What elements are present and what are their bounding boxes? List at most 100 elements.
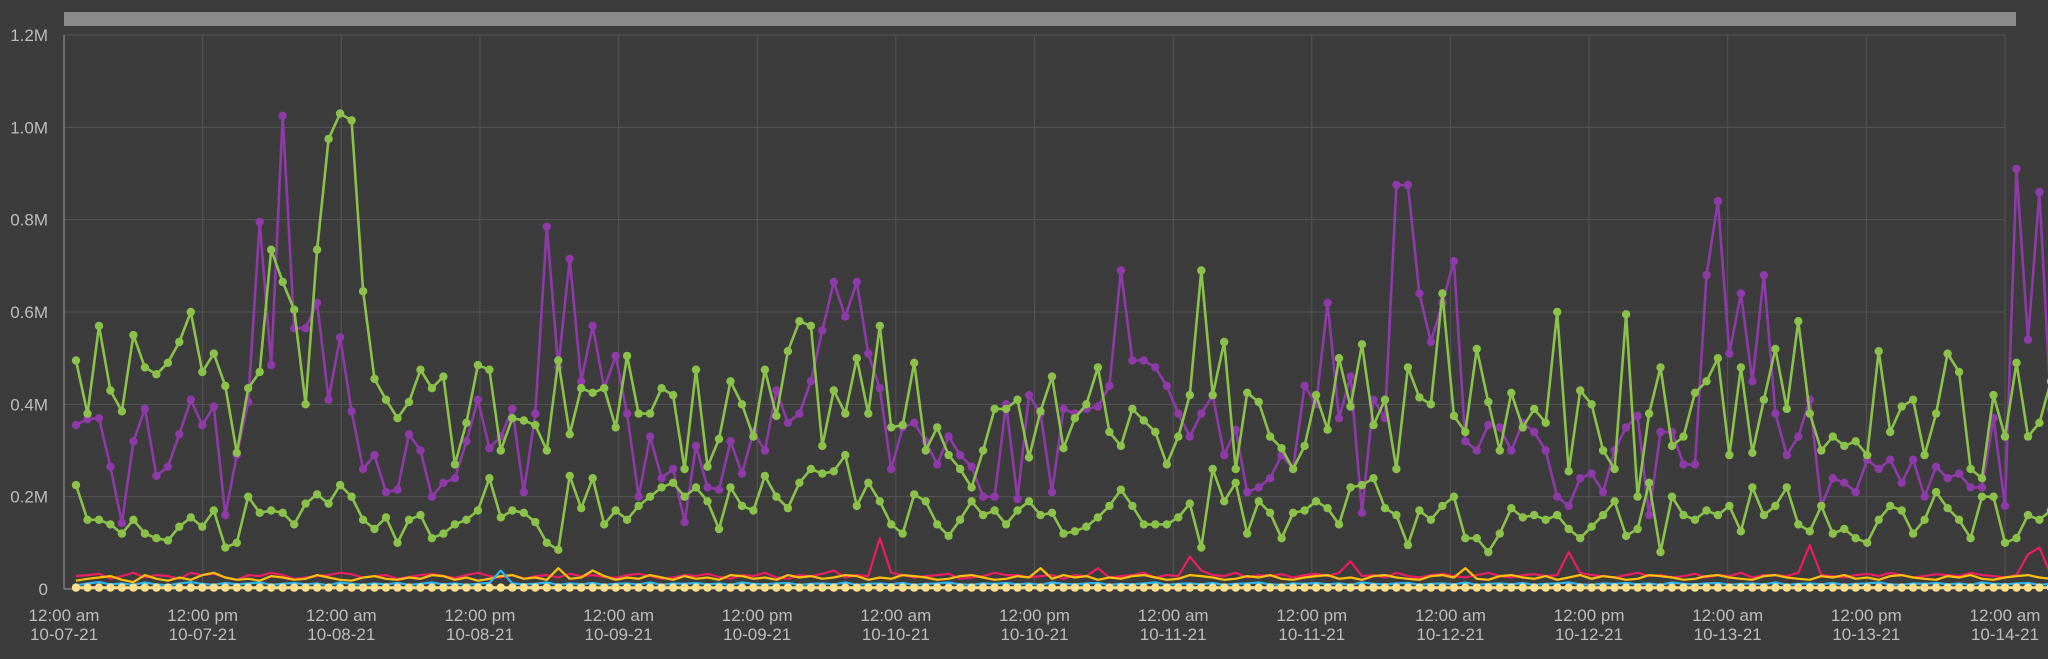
data-point[interactable] [1484, 547, 1493, 557]
data-point[interactable] [324, 583, 333, 592]
data-point[interactable] [772, 386, 781, 395]
data-point[interactable] [152, 471, 161, 481]
data-point[interactable] [944, 450, 953, 460]
data-point[interactable] [1553, 307, 1562, 317]
data-point[interactable] [1082, 522, 1091, 531]
data-point[interactable] [2023, 510, 2033, 520]
data-point[interactable] [232, 448, 241, 457]
data-point[interactable] [668, 390, 678, 400]
data-point[interactable] [485, 365, 494, 374]
data-point[interactable] [290, 520, 299, 529]
data-point[interactable] [1426, 583, 1436, 592]
data-point[interactable] [416, 446, 425, 455]
data-point[interactable] [864, 349, 873, 358]
data-point[interactable] [783, 418, 793, 427]
data-point[interactable] [1725, 501, 1734, 511]
data-point[interactable] [588, 388, 597, 397]
data-point[interactable] [393, 583, 402, 592]
data-point[interactable] [1644, 409, 1654, 418]
data-point[interactable] [1828, 474, 1838, 483]
data-point[interactable] [232, 583, 241, 592]
data-point[interactable] [1702, 506, 1711, 515]
data-point[interactable] [106, 386, 115, 395]
data-point[interactable] [542, 538, 551, 547]
data-point[interactable] [622, 409, 632, 418]
data-point[interactable] [1702, 270, 1711, 280]
data-point[interactable] [1013, 583, 1022, 592]
data-point[interactable] [312, 245, 322, 254]
data-point[interactable] [198, 583, 207, 592]
data-point[interactable] [1288, 583, 1298, 592]
data-point[interactable] [1817, 501, 1826, 511]
data-point[interactable] [588, 583, 597, 592]
data-point[interactable] [117, 529, 127, 538]
data-point[interactable] [312, 583, 322, 592]
data-point[interactable] [496, 513, 505, 522]
data-point[interactable] [278, 277, 287, 287]
data-point[interactable] [944, 531, 953, 541]
data-point[interactable] [1598, 487, 1608, 497]
data-point[interactable] [1897, 583, 1906, 592]
data-point[interactable] [852, 501, 861, 511]
data-point[interactable] [841, 583, 850, 592]
data-point[interactable] [645, 583, 655, 592]
data-point[interactable] [1725, 583, 1734, 592]
data-point[interactable] [1667, 441, 1677, 451]
data-point[interactable] [967, 483, 976, 492]
data-point[interactable] [129, 330, 138, 340]
data-point[interactable] [1805, 409, 1815, 418]
data-point[interactable] [1576, 386, 1585, 395]
data-point[interactable] [2000, 583, 2010, 592]
data-point[interactable] [1047, 583, 1057, 592]
data-point[interactable] [1507, 388, 1516, 397]
data-point[interactable] [1621, 531, 1631, 541]
data-point[interactable] [978, 510, 988, 520]
data-point[interactable] [519, 508, 528, 517]
data-point[interactable] [1495, 423, 1505, 432]
data-point[interactable] [175, 337, 184, 347]
data-point[interactable] [1564, 524, 1573, 534]
data-point[interactable] [714, 583, 724, 592]
data-point[interactable] [1128, 501, 1137, 511]
data-point[interactable] [2012, 164, 2021, 174]
data-point[interactable] [554, 545, 563, 554]
data-point[interactable] [542, 222, 551, 231]
data-point[interactable] [668, 583, 678, 592]
data-point[interactable] [1415, 506, 1424, 515]
data-point[interactable] [1610, 497, 1619, 506]
data-point[interactable] [1392, 464, 1401, 474]
data-point[interactable] [978, 492, 988, 501]
data-point[interactable] [1851, 437, 1860, 446]
data-point[interactable] [1748, 583, 1757, 592]
data-point[interactable] [1507, 504, 1516, 513]
data-point[interactable] [1954, 583, 1964, 592]
data-point[interactable] [381, 395, 391, 404]
data-point[interactable] [1759, 510, 1769, 520]
data-point[interactable] [1840, 583, 1849, 592]
data-point[interactable] [301, 499, 310, 508]
data-point[interactable] [255, 583, 264, 592]
data-point[interactable] [1357, 508, 1367, 517]
data-point[interactable] [508, 404, 517, 414]
data-point[interactable] [71, 420, 81, 430]
data-point[interactable] [1013, 395, 1022, 404]
data-point[interactable] [829, 583, 838, 592]
data-point[interactable] [1576, 583, 1585, 592]
data-point[interactable] [691, 365, 701, 374]
data-point[interactable] [1185, 390, 1195, 400]
data-point[interactable] [1805, 583, 1815, 592]
data-point[interactable] [1311, 497, 1321, 506]
data-point[interactable] [1530, 404, 1539, 414]
data-point[interactable] [1128, 404, 1137, 414]
data-point[interactable] [519, 583, 528, 592]
data-point[interactable] [611, 506, 620, 515]
data-point[interactable] [106, 583, 115, 592]
data-point[interactable] [1633, 583, 1642, 592]
data-point[interactable] [1610, 464, 1619, 474]
data-point[interactable] [267, 360, 276, 370]
data-point[interactable] [1598, 446, 1608, 455]
data-point[interactable] [1587, 583, 1596, 592]
data-point[interactable] [94, 414, 104, 423]
data-point[interactable] [1920, 492, 1929, 501]
data-point[interactable] [795, 478, 804, 487]
